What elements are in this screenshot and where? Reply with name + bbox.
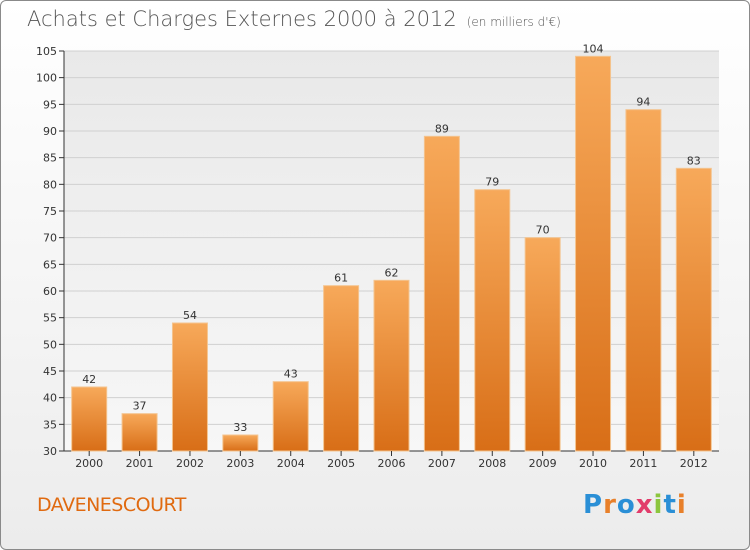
value-label-2010: 104 [583, 42, 604, 55]
y-tick-label-55: 55 [43, 312, 57, 325]
value-label-2011: 94 [636, 96, 650, 109]
bar-2000 [71, 386, 108, 452]
value-label-2008: 79 [485, 176, 499, 189]
bar-2002 [171, 322, 208, 452]
bar-2009 [524, 237, 561, 452]
y-tick-label-65: 65 [43, 258, 57, 271]
bar-2005 [323, 285, 360, 452]
y-tick-label-50: 50 [43, 338, 57, 351]
x-tick-label-2011: 2011 [629, 457, 657, 470]
y-tick-label-85: 85 [43, 152, 57, 165]
value-label-2001: 37 [133, 400, 147, 413]
y-tick-label-100: 100 [36, 72, 57, 85]
commune-name: DAVENESCOURT [37, 494, 186, 516]
bar-2012 [675, 167, 712, 452]
bar-2007 [423, 135, 460, 452]
bar-2003 [222, 434, 259, 452]
y-tick-label-70: 70 [43, 232, 57, 245]
value-label-2003: 33 [233, 421, 247, 434]
bar-2011 [625, 109, 662, 452]
x-tick-label-2004: 2004 [277, 457, 305, 470]
x-tick-label-2010: 2010 [579, 457, 607, 470]
proxiti-logo: Proxiti [583, 490, 687, 520]
x-tick-label-2007: 2007 [428, 457, 456, 470]
value-label-2012: 83 [687, 154, 701, 167]
x-tick-label-2003: 2003 [226, 457, 254, 470]
bar-2008 [474, 189, 511, 452]
y-tick-label-95: 95 [43, 98, 57, 111]
chart-title-text: Achats et Charges Externes 2000 à 2012 [27, 7, 457, 31]
value-label-2006: 62 [385, 266, 399, 279]
bar-2004 [272, 381, 309, 452]
x-tick-label-2008: 2008 [478, 457, 506, 470]
x-tick-label-2002: 2002 [176, 457, 204, 470]
x-tick-label-2009: 2009 [529, 457, 557, 470]
value-label-2004: 43 [284, 368, 298, 381]
x-tick-label-2000: 2000 [75, 457, 103, 470]
chart-unit: (en milliers d'€) [466, 15, 561, 29]
plot-area: 30 35 40 45 50 55 60 65 70 75 80 85 90 95 100 105 42 2000… [36, 42, 719, 470]
y-tick-label-40: 40 [43, 392, 57, 405]
y-tick-label-75: 75 [43, 205, 57, 218]
value-label-2000: 42 [82, 373, 96, 386]
x-tick-label-2012: 2012 [680, 457, 708, 470]
bar-2010 [575, 55, 612, 452]
bar-2001 [121, 413, 158, 452]
value-label-2005: 61 [334, 272, 348, 285]
y-tick-label-45: 45 [43, 365, 57, 378]
y-tick-label-90: 90 [43, 125, 57, 138]
y-tick-label-105: 105 [36, 45, 57, 58]
value-label-2007: 89 [435, 122, 449, 135]
x-tick-label-2001: 2001 [126, 457, 154, 470]
y-tick-label-80: 80 [43, 178, 57, 191]
x-tick-label-2005: 2005 [327, 457, 355, 470]
value-label-2009: 70 [536, 224, 550, 237]
y-tick-label-30: 30 [43, 445, 57, 458]
y-tick-label-60: 60 [43, 285, 57, 298]
y-tick-label-35: 35 [43, 418, 57, 431]
bar-2006 [373, 279, 410, 452]
value-label-2002: 54 [183, 309, 197, 322]
x-tick-label-2006: 2006 [378, 457, 406, 470]
chart-title: Achats et Charges Externes 2000 à 2012 (e… [27, 7, 561, 31]
